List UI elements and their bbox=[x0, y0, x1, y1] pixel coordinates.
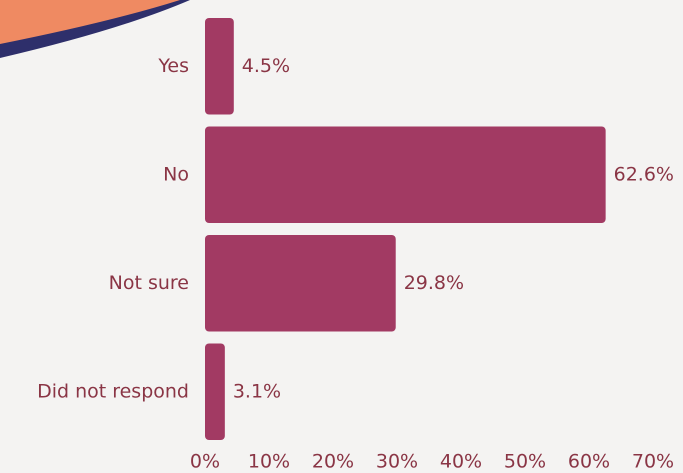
value-label: 29.8% bbox=[404, 272, 464, 294]
y-tick-label: Not sure bbox=[109, 272, 189, 294]
bar bbox=[205, 234, 396, 332]
decoration bbox=[0, 0, 190, 58]
value-label: 4.5% bbox=[242, 55, 290, 77]
x-tick-label: 0% bbox=[190, 451, 220, 473]
x-tick-label: 40% bbox=[440, 451, 482, 473]
x-tick-label: 30% bbox=[376, 451, 418, 473]
x-tick-label: 50% bbox=[504, 451, 546, 473]
bar bbox=[205, 126, 606, 224]
y-tick-label: No bbox=[163, 163, 189, 185]
bar bbox=[205, 343, 225, 441]
x-tick-label: 70% bbox=[632, 451, 674, 473]
x-tick-label: 10% bbox=[248, 451, 290, 473]
bar bbox=[205, 17, 234, 115]
y-tick-label: Yes bbox=[157, 55, 189, 77]
value-label: 3.1% bbox=[233, 380, 281, 402]
value-label: 62.6% bbox=[614, 163, 674, 185]
y-tick-label: Did not respond bbox=[37, 380, 189, 402]
x-tick-label: 60% bbox=[568, 451, 610, 473]
x-tick-label: 20% bbox=[312, 451, 354, 473]
